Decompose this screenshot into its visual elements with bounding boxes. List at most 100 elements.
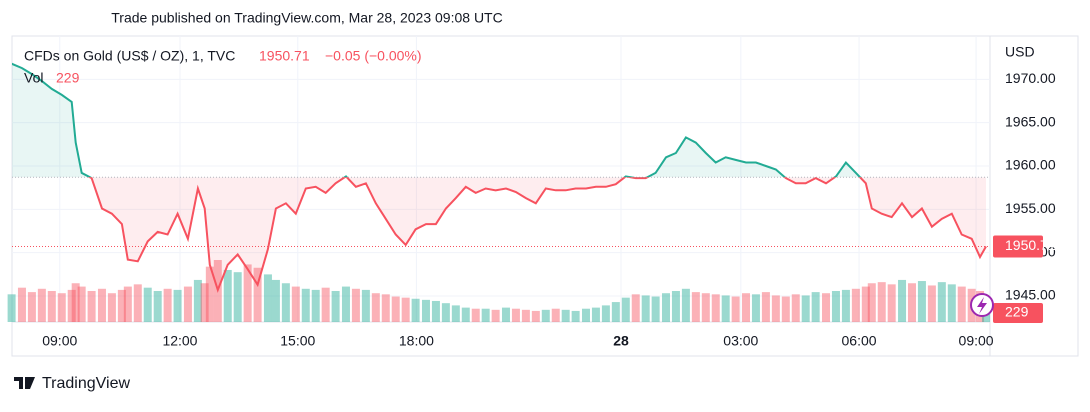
- volume-bar: [751, 294, 760, 322]
- volume-bar: [173, 289, 182, 322]
- volume-bar: [691, 292, 700, 322]
- volume-bar: [411, 298, 420, 322]
- volume-bar: [621, 297, 630, 322]
- volume-bar: [421, 299, 430, 322]
- volume-bar: [311, 289, 320, 322]
- volume-bar: [471, 308, 480, 322]
- volume-bar: [107, 293, 116, 322]
- volume-bar: [781, 296, 790, 322]
- volume-bar: [957, 286, 966, 322]
- volume-bar: [37, 288, 46, 322]
- y-tick-label: 1960.00: [1005, 157, 1056, 173]
- price-badge: [993, 235, 1043, 258]
- area-down: [12, 177, 987, 290]
- y-tick-label: 1945.00: [1005, 287, 1056, 303]
- volume-bar: [321, 287, 330, 322]
- volume-bar: [898, 279, 907, 322]
- volume-bar: [927, 285, 936, 322]
- volume-bar: [831, 291, 840, 322]
- volume-bar: [822, 293, 831, 322]
- volume-bar: [67, 289, 76, 322]
- volume-bar: [87, 291, 96, 322]
- volume-bar: [877, 282, 886, 322]
- volume-bar: [441, 303, 450, 322]
- volume-bar: [651, 296, 660, 322]
- brand: TradingView: [42, 375, 130, 392]
- volume-bar: [71, 283, 80, 322]
- chart-frame: [11, 35, 1079, 357]
- volume-badge-label: 229: [1005, 304, 1029, 320]
- volume-bar: [153, 291, 162, 322]
- volume-bar: [331, 291, 340, 322]
- x-tick-label: 12:00: [162, 333, 197, 349]
- volume-bar: [721, 295, 730, 322]
- volume-bar: [571, 310, 580, 322]
- volume-bar: [711, 294, 720, 322]
- price-badge-label: 1950.71: [1005, 237, 1056, 253]
- y-tick-label: 1955.00: [1005, 200, 1056, 216]
- axis-unit: USD: [1005, 44, 1035, 60]
- volume-bar: [133, 284, 142, 322]
- x-tick-label: 06:00: [842, 333, 877, 349]
- volume-bar: [27, 292, 36, 322]
- volume-bar: [193, 279, 202, 322]
- volume-bar: [243, 264, 252, 322]
- x-tick-label: 18:00: [399, 333, 434, 349]
- volume-bar: [481, 308, 490, 322]
- volume-bar: [791, 294, 800, 322]
- volume-bar: [851, 288, 860, 322]
- volume-bar: [263, 274, 272, 322]
- volume-bar: [47, 291, 56, 322]
- volume-bar: [7, 294, 16, 322]
- volume-bar: [17, 287, 26, 322]
- x-tick-label: 09:00: [42, 333, 77, 349]
- volume-bar: [511, 308, 520, 322]
- volume-bar: [271, 279, 280, 322]
- volume-bar: [641, 295, 650, 322]
- volume-bar: [521, 309, 530, 322]
- x-tick-label: 15:00: [280, 333, 315, 349]
- volume-bar: [77, 286, 86, 322]
- volume-bar: [867, 283, 876, 322]
- volume-bar: [561, 309, 570, 322]
- volume-bar: [205, 266, 214, 322]
- volume-bar: [937, 282, 946, 322]
- volume-bar: [907, 283, 916, 322]
- volume-bar: [591, 307, 600, 322]
- volume-bar: [97, 288, 106, 322]
- logo: TradingView: [14, 375, 130, 392]
- lightning-icon: [970, 293, 994, 317]
- volume-bar: [801, 295, 810, 322]
- volume-bar: [601, 305, 610, 322]
- volume-bar: [811, 292, 820, 322]
- volume-bar: [461, 307, 470, 322]
- volume-bar: [531, 310, 540, 322]
- volume-bar: [117, 289, 126, 322]
- volume-bar: [551, 308, 560, 322]
- volume-bar: [887, 284, 896, 322]
- volume-bar: [183, 286, 192, 322]
- volume-bar: [841, 289, 850, 322]
- volume-bar: [371, 293, 380, 322]
- volume-bar: [661, 293, 670, 322]
- volume-bar: [281, 283, 290, 322]
- published-note: Trade published on TradingView.com, Mar …: [111, 10, 502, 26]
- price-line-down: [87, 177, 987, 293]
- volume-bar: [581, 308, 590, 322]
- volume-bar: [681, 288, 690, 322]
- volume-badge: [993, 303, 1043, 323]
- volume-bar: [200, 283, 209, 322]
- volume-bar: [631, 294, 640, 322]
- volume-bar: [233, 272, 242, 322]
- volume-bar: [501, 307, 510, 322]
- volume-bar: [223, 269, 232, 322]
- volume-bar: [491, 309, 500, 322]
- volume-bar: [731, 296, 740, 322]
- volume-bar: [291, 286, 300, 322]
- volume-label: Vol: [24, 70, 43, 86]
- price-change: −0.05 (−0.00%): [325, 48, 422, 64]
- volume-bar: [57, 293, 66, 322]
- volume-bar: [861, 286, 870, 322]
